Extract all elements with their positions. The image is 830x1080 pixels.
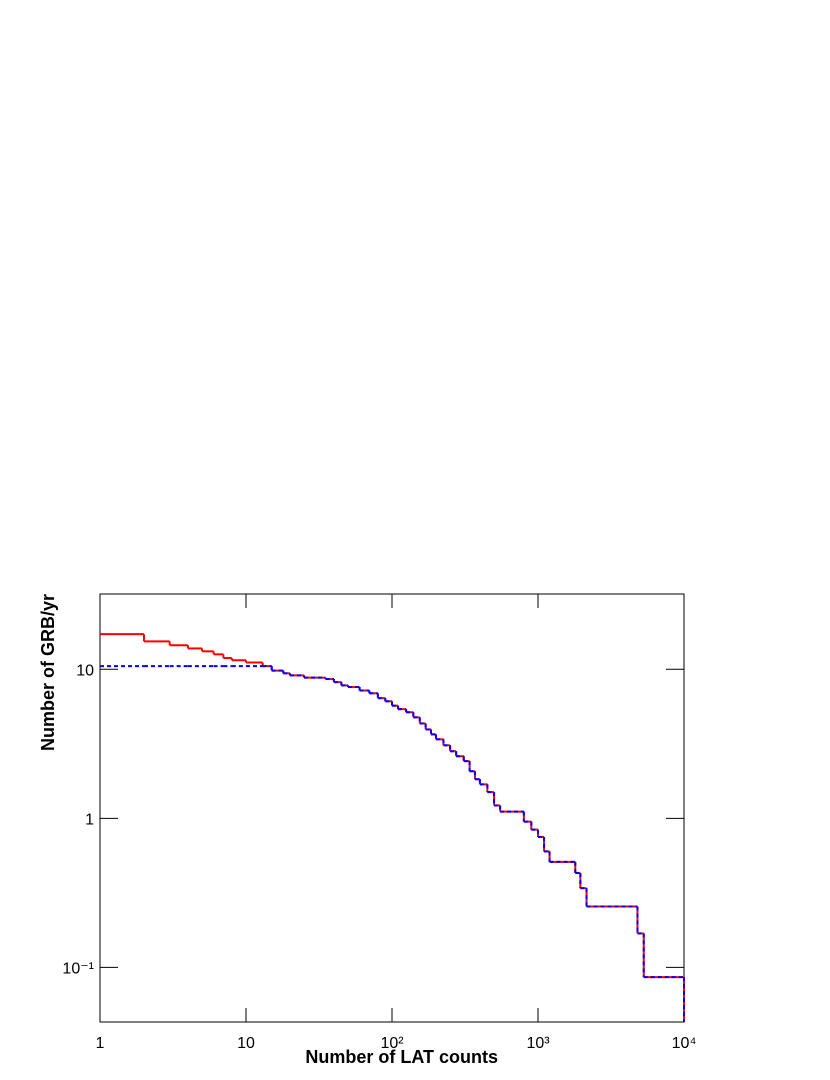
x-tick-label: 10² <box>380 1035 404 1052</box>
y-tick-label: 10 <box>76 662 94 679</box>
y-tick-label: 1 <box>85 811 94 828</box>
y-tick-label: 10⁻¹ <box>62 960 94 977</box>
x-tick-label: 10 <box>237 1035 255 1052</box>
plot-frame <box>99 593 685 1023</box>
x-tick-label: 1 <box>96 1035 105 1052</box>
x-axis-title: Number of LAT counts <box>305 1047 498 1067</box>
x-tick-label: 10³ <box>526 1035 550 1052</box>
y-axis-title: Number of GRB/yr <box>38 594 58 751</box>
x-tick-label: 10⁴ <box>672 1035 697 1052</box>
